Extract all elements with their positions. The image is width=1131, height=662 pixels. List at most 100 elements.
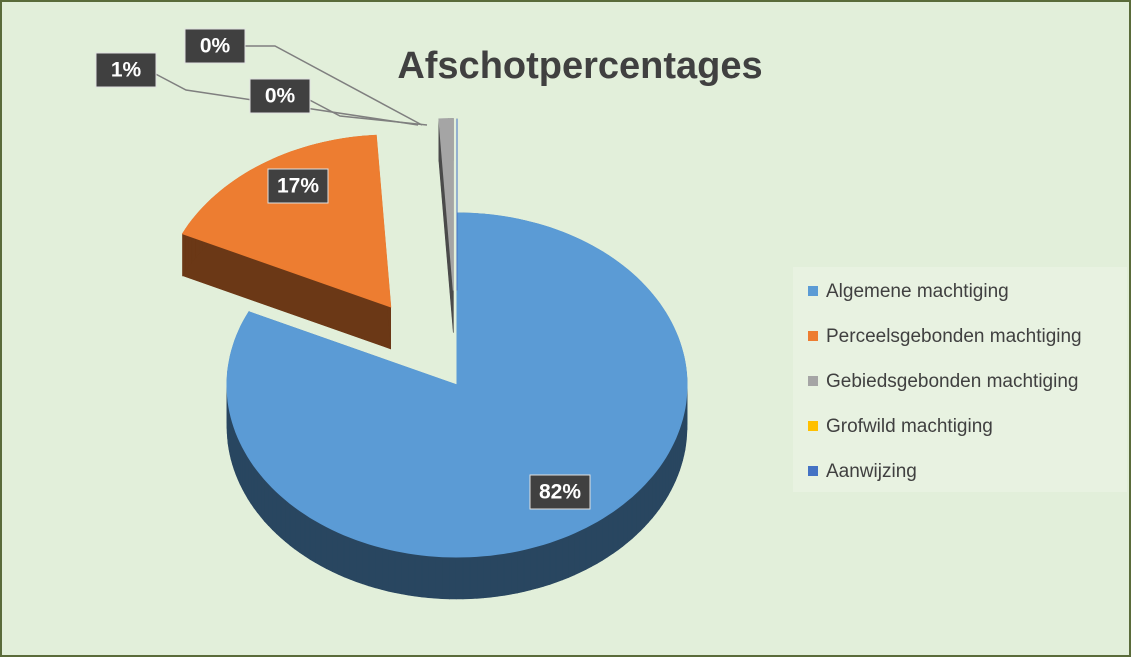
slice-side xyxy=(641,484,645,530)
slice-side xyxy=(356,540,362,584)
slice-side xyxy=(415,554,422,597)
slice-side xyxy=(645,480,649,526)
slice-side xyxy=(544,542,550,586)
slice-side xyxy=(673,439,675,486)
data-label: 17% xyxy=(277,175,319,198)
slice-side xyxy=(574,530,580,575)
slice-side xyxy=(603,515,608,560)
slice-side xyxy=(338,532,344,577)
slice-side xyxy=(408,553,415,596)
slice-side xyxy=(550,540,556,584)
slice-side xyxy=(556,538,562,582)
slice-side xyxy=(562,536,568,580)
slice-side xyxy=(290,503,295,549)
slice-side xyxy=(375,546,382,590)
legend-label: Algemene machtiging xyxy=(826,281,1009,302)
slice-side xyxy=(382,548,389,592)
slice-side xyxy=(363,542,369,586)
slice-side xyxy=(245,452,248,499)
slice-side xyxy=(463,557,470,599)
slice-side xyxy=(656,467,659,514)
slice-side xyxy=(586,524,592,569)
slice-side xyxy=(251,461,254,508)
slice-side xyxy=(652,471,656,517)
slice-side xyxy=(442,557,449,599)
slice-side xyxy=(456,557,463,599)
slice-side xyxy=(524,548,531,592)
legend-label: Grofwild machtiging xyxy=(826,416,993,437)
slice-side xyxy=(272,488,276,534)
slice-side xyxy=(628,497,633,543)
slice-side xyxy=(277,492,281,538)
slice-side xyxy=(436,556,443,599)
slice-side xyxy=(568,533,574,578)
slice-side xyxy=(659,462,662,509)
slice-side xyxy=(264,479,268,525)
slice-side xyxy=(632,493,636,539)
slice-side xyxy=(257,470,261,516)
slice-side xyxy=(668,448,671,495)
chart-title: Afschotpercentages xyxy=(397,45,762,87)
data-label: 0% xyxy=(265,85,296,108)
slice-side xyxy=(240,442,242,489)
slice-side xyxy=(618,504,623,550)
slice-side xyxy=(285,500,290,546)
slice-side xyxy=(350,537,356,581)
slice-side xyxy=(608,511,613,556)
slice-side xyxy=(531,546,538,590)
slice-side xyxy=(268,483,272,529)
slice-side xyxy=(449,557,456,599)
slice-side xyxy=(491,554,498,597)
legend-swatch xyxy=(808,421,818,431)
slice-side xyxy=(649,476,653,522)
slice-side xyxy=(517,550,524,594)
slice-side xyxy=(261,475,265,521)
slice-side xyxy=(623,500,628,546)
slice-side xyxy=(470,556,477,598)
legend-label: Perceelsgebonden machtiging xyxy=(826,326,1082,347)
slice-side xyxy=(305,514,310,559)
legend-label: Aanwijzing xyxy=(826,461,917,482)
slice-side xyxy=(327,527,333,572)
slice-side xyxy=(422,555,429,598)
slice-side xyxy=(238,437,240,484)
slice-side xyxy=(429,556,436,599)
slice-side xyxy=(537,544,543,588)
slice-side xyxy=(344,535,350,579)
slice-side xyxy=(332,530,338,575)
slice-side xyxy=(243,447,246,494)
legend-swatch xyxy=(808,376,818,386)
legend-label: Gebiedsgebonden machtiging xyxy=(826,371,1078,392)
slice-side xyxy=(388,549,395,592)
slice-side xyxy=(663,458,666,505)
data-label: 0% xyxy=(200,35,231,58)
slice-side xyxy=(504,552,511,595)
slice-side xyxy=(477,556,484,599)
slice-side xyxy=(254,466,257,513)
legend-swatch xyxy=(808,466,818,476)
slice-side xyxy=(295,507,300,553)
slice-side xyxy=(597,518,602,563)
slice-side xyxy=(281,496,286,542)
slice-side xyxy=(671,443,673,490)
slice-side xyxy=(369,544,375,588)
slice-side xyxy=(580,527,586,572)
slice-side xyxy=(316,521,322,566)
slice-side xyxy=(484,555,491,598)
legend-swatch xyxy=(808,286,818,296)
slice-side xyxy=(511,551,518,594)
slice-side xyxy=(248,457,251,504)
slice-side xyxy=(636,489,640,535)
slice-side xyxy=(395,551,402,594)
slice-side xyxy=(402,552,409,595)
slice-side xyxy=(183,229,186,276)
slice-side xyxy=(300,511,305,556)
slice-side xyxy=(592,521,598,566)
slice-side xyxy=(497,553,504,596)
slice-side xyxy=(321,524,327,569)
data-label: 1% xyxy=(111,59,142,82)
slice-side xyxy=(613,508,618,554)
slice-side xyxy=(310,517,315,562)
